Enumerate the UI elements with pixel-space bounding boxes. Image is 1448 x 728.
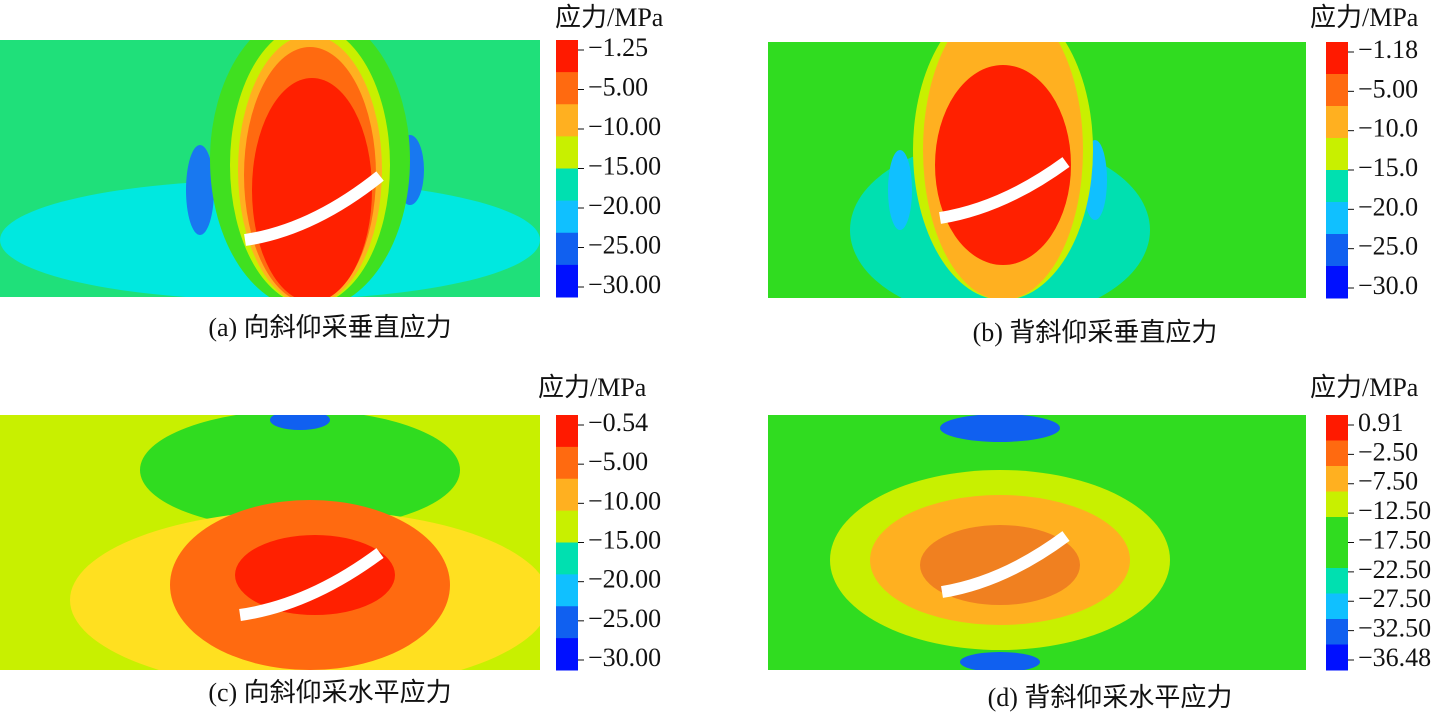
colorbar-band [556,264,578,298]
contour-region [186,145,214,235]
colorbar-unit: 应力/MPa [1310,3,1419,32]
colorbar-band [1326,593,1348,620]
contour-region [935,65,1071,265]
contour-region [235,535,395,615]
coal-seam [939,157,1070,224]
colorbar-label: −32.50 [1358,614,1431,643]
colorbar-label: −20.00 [588,191,661,220]
colorbar-band [1326,440,1348,467]
colorbar-label: −25.0 [1358,232,1418,261]
colorbar-band [556,415,578,448]
colorbar-band [556,606,578,639]
colorbar-label: −20.0 [1358,192,1418,221]
colorbar-band [1326,415,1348,441]
contour [0,40,540,297]
panel-caption: (d) 背斜仰采水平应力 [988,683,1233,712]
colorbar-label: −1.18 [1358,35,1418,64]
colorbar-label: −36.48 [1358,643,1431,672]
colorbar-label: −17.50 [1358,525,1431,554]
colorbar-band [1326,202,1348,235]
colorbar-band [556,542,578,575]
contour [830,415,1170,670]
contour-region [252,78,372,297]
panel: 0.91−2.50−7.50−12.50−17.50−22.50−27.50−3… [768,373,1431,712]
colorbar-label: −30.00 [588,643,661,672]
colorbar-band [556,446,578,480]
colorbar-label: −20.00 [588,565,661,594]
colorbar-label: −0.54 [588,408,648,437]
contour [850,42,1150,298]
colorbar-band [1326,466,1348,492]
colorbar-band [556,510,578,543]
colorbar-label: 0.91 [1358,408,1404,437]
colorbar-band [556,40,578,73]
colorbar-label: −10.00 [588,486,661,515]
colorbar-band [1326,74,1348,107]
colorbar-band [1326,644,1348,671]
colorbar-band [556,478,578,512]
colorbar-band [1326,619,1348,645]
colorbar-band [1326,491,1348,518]
panel: −1.18 −5.00 −10.0 −15.0 −20.0 −25.0 −30.0 应力/MP… [768,3,1419,347]
contour-region [140,415,460,530]
colorbar-label: −25.00 [588,604,661,633]
colorbar-band [1326,568,1348,594]
colorbar-label: −25.00 [588,230,661,259]
panel-caption: (b) 背斜仰采垂直应力 [973,318,1218,347]
colorbar-unit: 应力/MPa [1310,373,1419,402]
colorbar-band [556,232,578,266]
contour-region [888,150,912,230]
colorbar-label: −10.0 [1358,114,1418,143]
colorbar-band [1326,517,1348,543]
panel-caption: (a) 向斜仰采垂直应力 [208,313,451,342]
colorbar-band [1326,170,1348,203]
colorbar-band [1326,542,1348,569]
contour-region [270,415,330,430]
colorbar-label: −15.0 [1358,153,1418,182]
colorbar-band [1326,106,1348,139]
contour-region [960,652,1040,670]
colorbar-unit: 应力/MPa [555,3,664,32]
colorbar-label: −30.0 [1358,271,1418,300]
colorbar-label: −15.00 [588,151,661,180]
colorbar-label: −22.50 [1358,555,1431,584]
colorbar-band [1326,234,1348,267]
colorbar-label: −7.50 [1358,467,1418,496]
colorbar-label: −5.00 [1358,74,1418,103]
panel: −1.25 −5.00 −10.00 −15.00 −20.00 −25.00 −30.00… [0,3,664,342]
colorbar-band [556,574,578,607]
panel: −0.54 −5.00 −10.00 −15.00 −20.00 −25.00 −30.00… [0,373,661,707]
colorbar-band [1326,138,1348,171]
colorbar-unit: 应力/MPa [538,373,647,402]
colorbar-band [556,136,578,169]
colorbar-band [556,72,578,105]
colorbar-label: −30.00 [588,270,661,299]
colorbar-label: −1.25 [588,33,648,62]
colorbar-label: −12.50 [1358,496,1431,525]
colorbar-label: −2.50 [1358,437,1418,466]
coal-seam [244,171,384,246]
coal-seam [239,548,384,621]
colorbar-label: −10.00 [588,112,661,141]
colorbar-label: −27.50 [1358,584,1431,613]
contour-region [940,415,1060,442]
colorbar-label: −5.00 [588,72,648,101]
colorbar-band [556,168,578,202]
contour [70,415,540,670]
colorbar-band [556,104,578,137]
panel-caption: (c) 向斜仰采水平应力 [208,678,451,707]
colorbar-label: −5.00 [588,447,648,476]
colorbar-band [556,638,578,671]
colorbar-band [1326,42,1348,75]
colorbar-label: −15.00 [588,525,661,554]
colorbar-band [1326,266,1348,299]
colorbar-band [556,200,578,234]
coal-seam [941,531,1070,598]
